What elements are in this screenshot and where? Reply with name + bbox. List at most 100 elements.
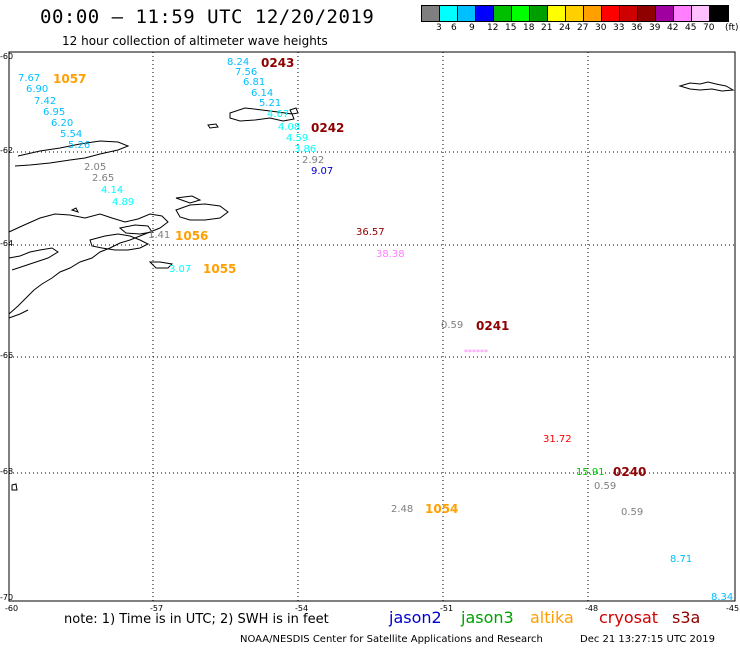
wave-height-value: 7.42 bbox=[34, 96, 57, 107]
legend-label: 36 bbox=[631, 23, 643, 33]
wave-height-value: 8.71 bbox=[670, 554, 693, 565]
legend-swatch bbox=[512, 6, 530, 21]
wave-height-value: 0.59 bbox=[621, 507, 644, 518]
satellite-legend-item: jason3 bbox=[461, 608, 514, 627]
wave-height-value: 5.26 bbox=[68, 140, 91, 151]
lon-label: -60 bbox=[5, 604, 19, 613]
wave-height-value: 6.81 bbox=[243, 77, 266, 88]
wave-height-value: 9.07 bbox=[311, 166, 334, 177]
wave-height-value: 4.89 bbox=[112, 197, 135, 208]
wave-height-value: 2.05 bbox=[84, 162, 107, 173]
lat-label: -68 bbox=[0, 467, 14, 476]
legend-swatch bbox=[566, 6, 584, 21]
pass-label: 1055 bbox=[203, 262, 237, 276]
generation-timestamp: Dec 21 13:27:15 UTC 2019 bbox=[580, 634, 715, 645]
legend-label: 6 bbox=[451, 23, 457, 33]
wave-height-value: 3.07 bbox=[169, 264, 192, 275]
legend-swatch bbox=[494, 6, 512, 21]
wave-height-value: 1.41 bbox=[148, 230, 171, 241]
wave-height-value: 6.20 bbox=[51, 118, 74, 129]
lat-label: -66 bbox=[0, 351, 14, 360]
coastline bbox=[8, 81, 735, 491]
legend-label: 24 bbox=[559, 23, 571, 33]
legend-swatch bbox=[584, 6, 602, 21]
wave-height-value: 6.14 bbox=[251, 88, 274, 99]
map-subtitle: 12 hour collection of altimeter wave hei… bbox=[62, 34, 328, 48]
map-title: 00:00 – 11:59 UTC 12/20/2019 bbox=[40, 6, 375, 28]
legend-swatch bbox=[548, 6, 566, 21]
wave-height-value: 4.08 bbox=[278, 122, 301, 133]
wave-height-value: 0.59 bbox=[441, 320, 464, 331]
legend-label: 27 bbox=[577, 23, 589, 33]
pass-label: 0241 bbox=[476, 319, 510, 333]
legend-swatch bbox=[422, 6, 440, 21]
wave-height-value: 0.59 bbox=[594, 481, 617, 492]
legend-swatch bbox=[710, 6, 728, 21]
legend-swatch bbox=[674, 6, 692, 21]
pass-label: 0242 bbox=[311, 121, 345, 135]
legend-label: 42 bbox=[667, 23, 679, 33]
legend-swatch bbox=[530, 6, 548, 21]
lat-label: -70 bbox=[0, 593, 14, 602]
lon-label: -48 bbox=[585, 604, 599, 613]
legend-label: (ft) bbox=[725, 23, 739, 33]
satellite-legend-item: cryosat bbox=[599, 608, 659, 627]
legend-label: 9 bbox=[469, 23, 475, 33]
wave-height-value: 15.91 bbox=[576, 467, 605, 478]
legend-swatch bbox=[458, 6, 476, 21]
legend-label: 33 bbox=[613, 23, 625, 33]
legend-label: 30 bbox=[595, 23, 607, 33]
legend-swatch bbox=[692, 6, 710, 21]
legend-swatch bbox=[476, 6, 494, 21]
map-frame bbox=[8, 51, 736, 602]
color-legend bbox=[421, 5, 729, 22]
pass-label: 1054 bbox=[425, 502, 459, 516]
wave-height-value: 2.92 bbox=[302, 155, 325, 166]
satellite-legend-item: s3a bbox=[672, 608, 701, 627]
legend-swatch bbox=[602, 6, 620, 21]
lat-label: -64 bbox=[0, 239, 14, 248]
legend-swatch bbox=[656, 6, 674, 21]
wave-height-value: 38.38 bbox=[376, 249, 405, 260]
pass-label: 0243 bbox=[261, 56, 295, 70]
satellite-legend-item: altika bbox=[530, 608, 574, 627]
lon-label: -54 bbox=[295, 604, 309, 613]
legend-label: 12 bbox=[487, 23, 499, 33]
wave-height-value: 36.57 bbox=[356, 227, 385, 238]
legend-label: 21 bbox=[541, 23, 553, 33]
wave-height-value: 7.67 bbox=[18, 73, 41, 84]
legend-label: 70 bbox=[703, 23, 715, 33]
pass-label: 0240 bbox=[613, 465, 647, 479]
lon-label: -51 bbox=[440, 604, 454, 613]
legend-label: 3 bbox=[436, 23, 442, 33]
legend-label: 45 bbox=[685, 23, 697, 33]
footer-note: note: 1) Time is in UTC; 2) SWH is in fe… bbox=[64, 612, 329, 627]
pass-label: 1057 bbox=[53, 72, 87, 86]
wave-height-value: 3.86 bbox=[294, 144, 317, 155]
wave-height-value: ****** bbox=[464, 348, 488, 357]
pass-label: 1056 bbox=[175, 229, 209, 243]
credit-text: NOAA/NESDIS Center for Satellite Applica… bbox=[240, 634, 543, 645]
graticule bbox=[9, 52, 735, 601]
lon-label: -45 bbox=[726, 604, 740, 613]
wave-height-value: 4.14 bbox=[101, 185, 124, 196]
wave-height-value: 6.90 bbox=[26, 84, 49, 95]
wave-height-value: 4.67 bbox=[267, 109, 290, 120]
wave-height-value: 2.48 bbox=[391, 504, 414, 515]
wave-height-value: 8.34 bbox=[711, 592, 734, 603]
legend-label: 39 bbox=[649, 23, 661, 33]
legend-label: 18 bbox=[523, 23, 535, 33]
wave-height-value: 7.56 bbox=[235, 67, 258, 78]
wave-height-value: 6.95 bbox=[43, 107, 66, 118]
lat-label: -60 bbox=[0, 52, 14, 61]
wave-height-value: 31.72 bbox=[543, 434, 572, 445]
wave-height-value: 8.24 bbox=[227, 57, 250, 68]
legend-label: 15 bbox=[505, 23, 517, 33]
wave-height-value: 2.65 bbox=[92, 173, 115, 184]
legend-swatch bbox=[620, 6, 638, 21]
lat-label: -62 bbox=[0, 146, 14, 155]
wave-height-value: 5.54 bbox=[60, 129, 83, 140]
legend-swatch bbox=[440, 6, 458, 21]
wave-height-value: 5.21 bbox=[259, 98, 282, 109]
